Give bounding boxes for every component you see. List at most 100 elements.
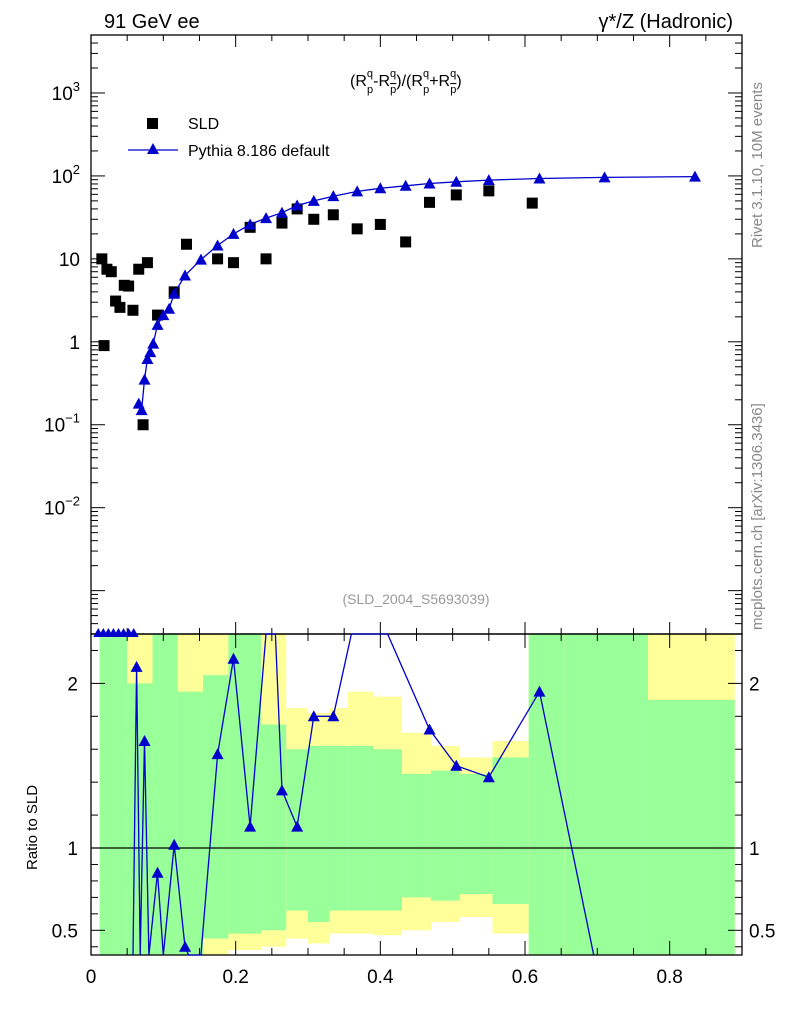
sld-point-7 xyxy=(123,280,135,292)
pythia-point-4 xyxy=(144,346,157,358)
legend-pythia-label: Pythia 8.186 default xyxy=(188,143,330,160)
pythia-point-17 xyxy=(291,199,304,211)
pythia-point-28 xyxy=(688,170,701,182)
ratio-pythia-point-8 xyxy=(275,784,288,796)
legend-pythia-marker xyxy=(147,143,159,154)
sld-point-9 xyxy=(133,263,145,275)
title-sub-3: p xyxy=(423,84,429,96)
ratio-band-inner-10 xyxy=(347,745,374,911)
ratio-y-tick-label-right-0: 0.5 xyxy=(749,921,775,942)
ratio-pythia-point-0 xyxy=(130,660,143,672)
main-plot-title: (Rq p-Rq p)/(Rq p+Rq p) xyxy=(350,68,462,96)
pythia-point-24 xyxy=(450,175,463,187)
main-y-tick-label-3: 10 xyxy=(59,250,80,271)
ratio-y-tick-label-left-2: 2 xyxy=(67,674,78,695)
ratio-pythia-point-3 xyxy=(168,838,181,850)
ratio-pythia-point-12 xyxy=(423,723,436,735)
sld-point-29 xyxy=(526,197,538,209)
ratio-band-inner-13 xyxy=(430,770,460,901)
ratio-pythia-point-11 xyxy=(327,710,340,722)
ratio-band-inner-0 xyxy=(99,634,128,955)
main-plot-axes: 10−2 10−1 1 10 102 103 xyxy=(44,34,743,635)
ratio-plot-axes: 0.5 0.5 1 1 2 2 0 0.2 0.4 0.6 0.8 xyxy=(52,633,775,988)
title-sub-2: p xyxy=(390,84,396,96)
ratio-pythia-point-9 xyxy=(291,820,304,832)
pythia-point-2 xyxy=(138,373,151,385)
pythia-point-12 xyxy=(211,239,224,251)
ratio-y-axis-label: Ratio to SLD xyxy=(24,785,41,870)
pythia-point-13 xyxy=(227,227,240,239)
sld-point-18 xyxy=(260,253,272,265)
ratio-y-tick-label-left-0: 0.5 xyxy=(52,921,78,942)
main-y-tick-label-2: 1 xyxy=(69,333,80,354)
header-left-label: 91 GeV ee xyxy=(104,11,200,33)
ratio-x-tick-label-2: 0.4 xyxy=(367,967,394,988)
main-y-tick-label-5: 103 xyxy=(52,79,80,105)
sld-point-25 xyxy=(400,236,412,248)
pythia-point-14 xyxy=(244,218,257,230)
ratio-pythia-point-10 xyxy=(307,710,320,722)
ratio-pythia-point-4 xyxy=(179,940,192,952)
sld-point-21 xyxy=(308,213,320,225)
sld-point-8 xyxy=(127,304,139,316)
svg-text:(Rqp-Rqp)/(Rqp+Rqp): (Rq p-Rq p)/(Rq p+Rq p) xyxy=(350,68,462,96)
pythia-point-27 xyxy=(598,171,611,183)
title-sub-1: p xyxy=(367,84,373,96)
sld-point-0 xyxy=(96,253,108,265)
sld-point-22 xyxy=(327,209,339,221)
title-sub-4: p xyxy=(450,84,456,96)
sld-point-11 xyxy=(141,257,153,269)
ratio-band-inner-14 xyxy=(459,773,493,895)
pythia-floor-point-7 xyxy=(128,628,139,637)
ratio-band-inner-18 xyxy=(647,699,735,955)
ratio-band-inner-5 xyxy=(228,634,261,934)
ratio-pythia-point-6 xyxy=(227,652,240,664)
ratio-band-inner-11 xyxy=(373,749,403,911)
title-sup-1: q xyxy=(367,68,373,80)
sld-point-12 xyxy=(152,309,164,321)
ratio-y-tick-label-right-1: 1 xyxy=(749,839,760,860)
pythia-point-25 xyxy=(482,174,495,186)
rivet-version-label: Rivet 3.1.10, 10M events xyxy=(749,82,766,248)
analysis-label: (SLD_2004_S5693039) xyxy=(342,591,489,607)
ratio-band-inner-15 xyxy=(492,757,529,904)
sld-point-23 xyxy=(351,223,363,235)
ratio-band-inner-4 xyxy=(203,675,229,939)
sld-point-4 xyxy=(110,295,122,307)
ratio-band-inner-8 xyxy=(308,745,330,923)
title-sup-3: q xyxy=(423,68,429,80)
pythia-point-7 xyxy=(157,309,170,321)
main-y-tick-label-4: 102 xyxy=(52,162,80,188)
ratio-plot-series xyxy=(130,633,595,956)
ratio-band-inner-6 xyxy=(260,724,287,931)
sld-point-24 xyxy=(374,218,386,230)
pythia-point-1 xyxy=(135,404,148,416)
legend: SLD Pythia 8.186 default xyxy=(128,116,330,160)
header-right-label: γ*/Z (Hadronic) xyxy=(599,11,733,33)
pythia-point-19 xyxy=(327,190,340,202)
title-sup-4: q xyxy=(450,68,456,80)
ratio-pythia-point-14 xyxy=(482,771,495,783)
title-minus: -R xyxy=(373,73,390,90)
sld-point-5 xyxy=(114,301,126,313)
pythia-point-9 xyxy=(168,287,181,299)
pythia-point-8 xyxy=(163,302,176,314)
title-close: ) xyxy=(456,73,461,90)
ratio-x-tick-label-1: 0.2 xyxy=(222,967,248,988)
sld-point-26 xyxy=(424,196,436,208)
pythia-point-22 xyxy=(399,179,412,191)
ratio-pythia-point-5 xyxy=(211,748,224,760)
ratio-pythia-point-1 xyxy=(138,735,151,746)
pythia-point-18 xyxy=(307,194,320,206)
pythia-point-23 xyxy=(423,177,436,189)
ratio-x-tick-label-0: 0 xyxy=(86,967,97,988)
ratio-pythia-point-15 xyxy=(533,685,546,697)
pythia-point-11 xyxy=(194,253,207,265)
pythia-point-3 xyxy=(141,353,154,365)
pythia-point-20 xyxy=(351,185,364,197)
ratio-x-tick-label-4: 0.8 xyxy=(656,967,682,988)
sld-point-16 xyxy=(227,257,239,269)
mcplots-site-label: mcplots.cern.ch [arXiv:1306.3436] xyxy=(749,403,766,630)
ratio-band-inner-17 xyxy=(564,634,648,955)
ratio-y-tick-label-left-1: 1 xyxy=(67,839,78,860)
